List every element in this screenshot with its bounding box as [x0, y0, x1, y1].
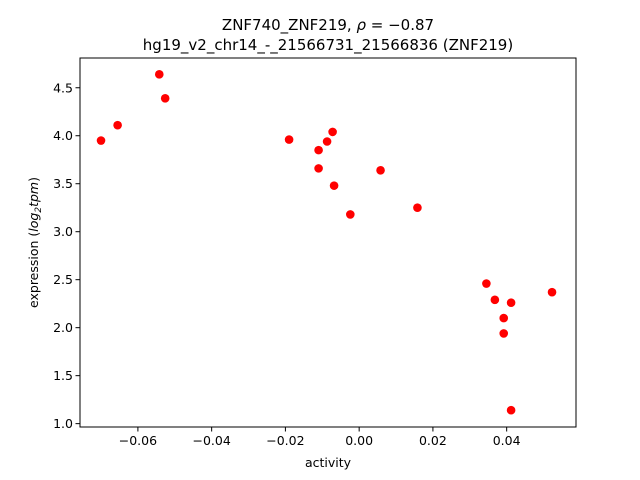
data-point	[328, 127, 337, 137]
data-point	[506, 405, 516, 415]
data-point	[547, 287, 557, 297]
data-point	[346, 210, 355, 219]
data-point	[160, 94, 170, 103]
data-point	[413, 203, 422, 213]
chart-title-line1: ZNF740_ZNF219, ρ = −0.87	[222, 16, 434, 35]
x-tick-label: 0.02	[419, 433, 447, 448]
chart-title-line2: hg19_v2_chr14_-_21566731_21566836 (ZNF21…	[143, 36, 513, 55]
y-tick-label: 2.0	[53, 320, 73, 335]
data-point	[113, 120, 122, 130]
x-axis-label: activity	[305, 455, 352, 470]
y-tick-label: 3.0	[53, 224, 73, 239]
x-tick-label: 0.04	[493, 433, 521, 448]
y-tick-label: 1.5	[53, 368, 73, 383]
data-point	[322, 137, 332, 146]
data-point	[314, 145, 323, 155]
axis-ticks: −0.06 −0.04 −0.02 0.00 0.02 0.04 1.0 1.5 2.0 2.5 3…	[53, 80, 521, 448]
data-point	[499, 313, 509, 323]
y-tick-label: 3.5	[53, 176, 73, 191]
y-tick-label: 4.0	[53, 128, 73, 143]
data-point	[284, 135, 294, 144]
x-tick-label: −0.02	[266, 433, 304, 448]
data-point	[376, 165, 385, 175]
data-point	[314, 164, 323, 173]
data-point	[506, 298, 516, 308]
data-point	[499, 329, 509, 338]
y-axis-label: expression (log2tpm)	[26, 177, 44, 308]
x-tick-label: −0.04	[192, 433, 230, 448]
y-tick-label: 2.5	[53, 272, 73, 287]
x-tick-label: −0.06	[119, 433, 157, 448]
data-point	[154, 70, 164, 79]
data-points	[96, 70, 557, 415]
data-point	[329, 181, 339, 190]
y-tick-label: 4.5	[53, 80, 73, 95]
data-point	[96, 136, 106, 145]
plot-frame	[79, 57, 577, 428]
data-point	[490, 295, 500, 305]
data-point	[482, 279, 491, 288]
x-tick-label: 0.00	[345, 433, 373, 448]
y-tick-label: 1.0	[53, 416, 73, 431]
